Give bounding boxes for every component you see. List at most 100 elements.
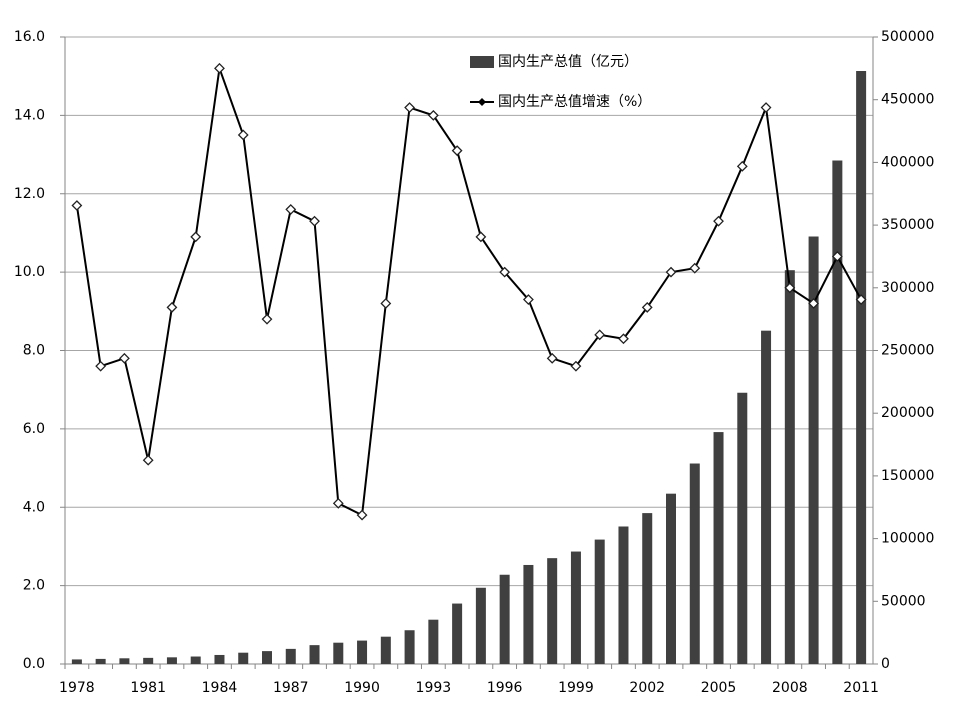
bar [285,648,296,664]
bar [95,658,106,664]
marker [285,204,297,215]
y2-tick-label: 50000 [881,593,926,609]
bar [856,71,867,664]
marker [831,251,843,262]
marker [618,333,629,345]
bar [808,236,819,665]
x-tick-label: 1981 [130,680,166,696]
bar [547,558,558,664]
marker [546,352,558,364]
marker [427,109,439,121]
bar [428,619,439,664]
bar [71,659,82,664]
marker [451,145,463,157]
bar [689,463,700,664]
bar [333,642,344,664]
x-tick-label: 2005 [701,680,737,696]
y-tick-label: 6.0 [23,421,45,437]
y-tick-label: 16.0 [14,29,45,45]
bar [309,645,320,664]
marker [237,129,249,141]
legend-swatch [470,56,494,68]
y2-tick-label: 150000 [881,468,934,484]
bar [737,392,748,664]
y-tick-label: 8.0 [23,343,45,359]
y2-tick-label: 450000 [881,92,934,108]
legend-marker [478,98,486,106]
marker [522,294,534,305]
bar [618,526,629,664]
bar [784,270,795,664]
marker [261,313,273,325]
x-tick-label: 1978 [59,680,95,696]
marker [665,266,677,278]
bar [380,636,391,664]
y2-tick-label: 100000 [881,531,934,547]
marker [713,215,724,227]
marker [142,454,154,466]
marker [380,298,392,309]
bar [475,587,486,664]
bar [594,539,605,664]
bar [143,657,154,664]
y2-tick-label: 200000 [881,405,934,421]
bar [499,574,510,664]
x-tick-label: 1993 [416,680,452,696]
x-tick-label: 2011 [843,680,879,696]
marker [736,160,748,172]
bar [190,656,201,664]
marker [166,301,178,313]
x-tick-label: 1999 [558,680,594,696]
x-tick-label: 1984 [202,680,238,696]
bar [523,564,534,664]
y2-tick-label: 0 [881,656,890,672]
x-tick-label: 2008 [772,680,808,696]
y-tick-label: 14.0 [14,107,45,123]
bar [214,654,225,664]
y2-tick-label: 350000 [881,217,934,233]
y2-tick-label: 250000 [881,343,934,359]
x-tick-label: 1987 [273,680,309,696]
marker [214,62,225,74]
y-tick-label: 4.0 [23,499,45,515]
bar [452,603,463,664]
marker [499,266,511,278]
y2-tick-label: 400000 [881,154,934,170]
line [75,68,862,517]
y2-tick-label: 300000 [881,280,934,296]
y-tick-label: 2.0 [23,578,45,594]
bar [357,640,368,664]
marker [71,200,83,211]
bar [642,513,653,664]
marker [641,301,653,313]
legend-label: 国内生产总值增速（%） [498,94,651,110]
bar [832,160,843,665]
marker [332,497,344,509]
y2-tick-label: 500000 [881,29,934,45]
bar [238,652,249,664]
marker [784,282,796,294]
marker [594,329,606,341]
y-tick-label: 10.0 [14,264,45,280]
marker [95,360,107,372]
bar [119,658,130,664]
bar [713,432,724,664]
legend-label: 国内生产总值（亿元） [498,54,638,70]
marker [808,298,820,309]
bar [570,551,581,664]
marker [760,102,772,113]
x-tick-label: 1990 [344,680,380,696]
marker [190,231,202,243]
marker [475,231,487,243]
marker [404,102,416,113]
marker [689,262,701,274]
marker [356,509,368,521]
y-tick-label: 0.0 [23,656,45,672]
marker [118,352,130,364]
marker [855,294,867,305]
bar [404,630,415,664]
y-tick-label: 12.0 [14,186,45,202]
x-tick-label: 2002 [629,680,665,696]
bar [761,330,772,664]
